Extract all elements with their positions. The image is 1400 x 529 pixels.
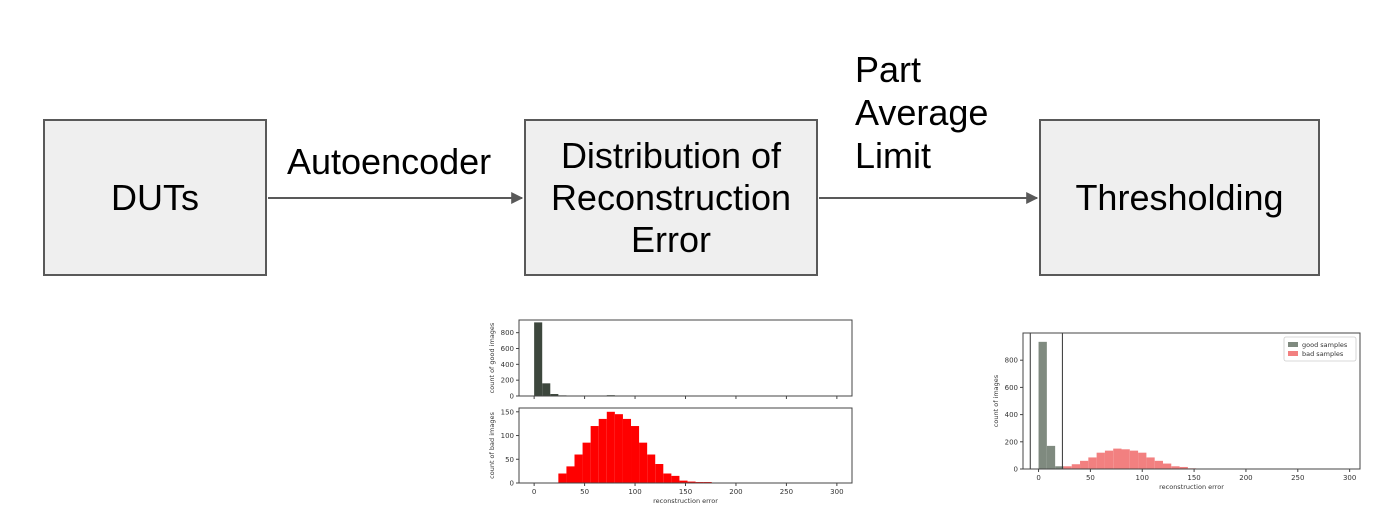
box-distribution-label: Distribution of Reconstruction Error [550,134,792,260]
ytick-label-bottom-1: 50 [505,456,514,464]
ylabel-top: count of good images [488,322,496,393]
bar-top-2 [550,394,559,396]
bar-combined-s1-6 [1113,448,1122,469]
ytick-label-top-0: 0 [510,393,514,401]
bar-bottom-3 [582,442,591,483]
edge-label-autoencoder: Autoencoder [287,141,492,182]
legend-label-0: good samples [1302,341,1348,349]
bar-bottom-11 [647,454,656,483]
ytick-label-combined-3: 600 [1005,384,1018,392]
bar-bottom-12 [655,464,664,483]
bar-combined-s1-7 [1121,449,1130,469]
ytick-label-bottom-3: 150 [501,408,514,416]
bar-combined-s0-0 [1038,341,1047,469]
xtick-label-combined-1: 50 [1086,474,1095,482]
bar-combined-s1-9 [1138,452,1147,469]
bar-bottom-10 [639,442,648,483]
ytick-label-top-2: 400 [501,361,514,369]
chart-top: 0 200 400 600 800 count of good images [488,319,853,401]
xtick-label-bottom-4: 200 [729,488,742,496]
bar-bottom-13 [663,473,672,483]
bar-combined-s1-2 [1080,460,1089,469]
bar-combined-s1-3 [1088,457,1097,469]
ytick-label-top-1: 200 [501,377,514,385]
ytick-label-top-4: 800 [501,329,514,337]
ytick-label-top-3: 600 [501,345,514,353]
ytick-label-bottom-0: 0 [510,480,514,488]
bar-combined-s1-8 [1129,450,1139,469]
bar-combined-s1-13 [1171,466,1180,469]
bar-bottom-8 [622,418,632,483]
xtick-label-combined-0: 0 [1036,474,1040,482]
chart-combined: 0 200 400 600 800 0 50 100 150 200 250 300 reconstru… [992,332,1361,491]
xtick-label-combined-3: 150 [1187,474,1200,482]
xtick-label-bottom-0: 0 [532,488,536,496]
bar-combined-s1-1 [1071,464,1081,469]
ytick-label-bottom-2: 100 [501,432,514,440]
bar-bottom-15 [679,480,688,483]
bar-combined-s0-1 [1046,445,1056,469]
chart-frame-combined [1022,332,1361,470]
bar-bottom-0 [558,473,567,483]
xtick-label-bottom-3: 150 [679,488,692,496]
bar-bottom-2 [574,454,583,483]
bar-top-1 [542,383,551,396]
chart-frame-top [518,319,853,397]
ylabel-combined: count of images [992,374,1000,427]
bar-combined-s1-4 [1096,452,1105,469]
bar-bottom-6 [606,411,615,483]
ytick-label-combined-2: 400 [1005,411,1018,419]
xtick-label-bottom-1: 50 [580,488,589,496]
legend-swatch-0 [1288,342,1298,347]
ytick-label-combined-4: 800 [1005,357,1018,365]
ytick-label-combined-1: 200 [1005,438,1018,446]
legend-label-1: bad samples [1302,350,1344,358]
bar-bottom-1 [566,466,575,483]
bar-combined-s1-11 [1154,460,1163,469]
xtick-label-combined-6: 300 [1343,474,1356,482]
xlabel-bottom: reconstruction error [653,497,718,505]
bar-combined-s1-10 [1146,457,1155,469]
box-thresholding: Thresholding [1039,119,1320,276]
bar-bottom-5 [598,418,607,483]
bar-bottom-4 [590,426,599,483]
box-thresholding-label: Thresholding [1075,176,1284,218]
box-duts-label: DUTs [111,176,199,218]
xtick-label-bottom-5: 250 [780,488,793,496]
xtick-label-bottom-6: 300 [830,488,843,496]
bar-bottom-9 [631,426,640,483]
bar-combined-s1-0 [1063,466,1072,469]
bar-combined-s1-14 [1179,466,1188,469]
xtick-label-combined-2: 100 [1136,474,1149,482]
ytick-label-combined-0: 0 [1014,466,1018,474]
edge-label-part-average-limit: Part Average Limit [855,49,989,176]
bar-bottom-14 [671,475,680,483]
xtick-label-combined-4: 200 [1239,474,1252,482]
legend-box [1283,336,1357,362]
bar-bottom-7 [614,414,623,483]
chart-bottom: 0 50 100 150 0 50 100 150 200 250 300 reconstructio… [488,407,853,505]
xlabel-combined: reconstruction error [1159,483,1224,491]
bar-bottom-16 [687,481,696,483]
legend-swatch-1 [1288,351,1298,356]
xtick-label-bottom-2: 100 [628,488,641,496]
bar-combined-s0-2 [1055,466,1064,469]
bar-combined-s1-5 [1104,450,1114,469]
bar-combined-s1-12 [1162,463,1172,469]
xtick-label-combined-5: 250 [1291,474,1304,482]
ylabel-bottom: count of bad images [488,412,496,479]
box-distribution: Distribution of Reconstruction Error [524,119,818,276]
bar-top-0 [534,322,543,396]
box-duts: DUTs [43,119,267,276]
